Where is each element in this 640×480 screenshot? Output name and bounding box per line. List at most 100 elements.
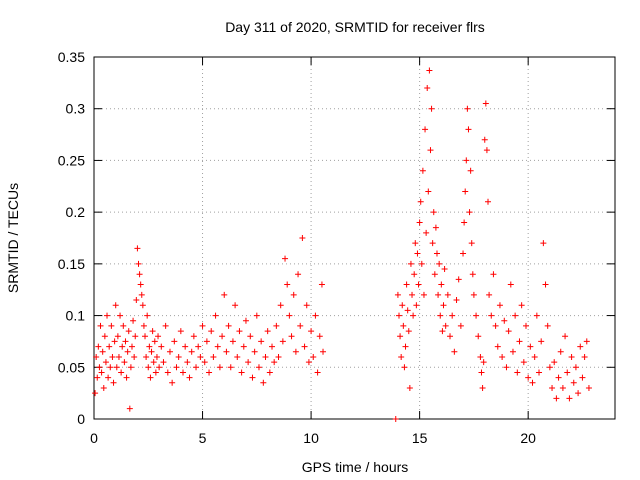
data-point [214,343,221,350]
data-point [477,353,484,360]
data-point [438,281,445,288]
data-point [216,364,223,371]
data-point [101,333,108,340]
data-point [242,317,249,324]
data-point [566,395,573,402]
data-point [227,364,234,371]
data-point [180,369,187,376]
data-point [531,353,538,360]
data-point [232,302,239,309]
data-point [135,260,142,267]
data-point [533,312,540,319]
data-point [501,317,508,324]
data-point [132,333,139,340]
data-point [503,364,510,371]
data-point [407,260,414,267]
data-point [264,328,271,335]
data-point [514,369,521,376]
data-point [406,384,413,391]
data-point [522,322,529,329]
data-point [525,374,532,381]
data-point [572,364,579,371]
data-point [557,348,564,355]
data-point [414,250,421,257]
data-point [483,147,490,154]
data-point [473,312,480,319]
data-point [253,312,260,319]
data-point [169,379,176,386]
data-point [399,302,406,309]
data-point [423,229,430,236]
data-point [282,255,289,262]
y-tick-label: 0.2 [66,204,86,220]
data-point [193,364,200,371]
y-tick-label: 0.15 [58,256,85,272]
data-point [273,322,280,329]
data-point [488,312,495,319]
data-point [108,322,115,329]
data-point [417,198,424,205]
data-point [447,333,454,340]
data-point [158,343,165,350]
data-point [490,271,497,278]
data-point [544,322,551,329]
data-point [466,209,473,216]
data-point [240,343,247,350]
data-point [583,338,590,345]
data-point [190,333,197,340]
x-tick-label: 15 [412,430,428,446]
data-point [295,271,302,278]
data-point [111,338,118,345]
y-tick-label: 0.05 [58,359,85,375]
data-point [303,302,310,309]
data-point [467,167,474,174]
data-point [436,260,443,267]
data-point [469,271,476,278]
data-point [542,281,549,288]
data-point [485,198,492,205]
data-point [409,291,416,298]
data-point [100,384,107,391]
data-point [127,364,134,371]
data-point [444,291,451,298]
data-point [145,364,152,371]
data-point [420,291,427,298]
data-point [496,302,503,309]
data-point [562,333,569,340]
data-point [299,235,306,241]
data-point [431,271,438,278]
data-point [110,379,117,386]
data-point [118,369,125,376]
y-tick-label: 0.35 [58,49,85,65]
data-point [512,312,519,319]
axis-ticks: 0 0.05 0.1 0.15 0.2 0.25 0.3 0.35 0 5 10 15 20 [58,49,615,446]
data-point [146,343,153,350]
data-point [463,157,470,164]
data-point [173,364,180,371]
data-point [564,369,571,376]
data-point [94,374,101,381]
x-tick-label: 5 [199,430,207,446]
data-point [428,105,435,112]
data-point [465,126,472,133]
data-point [426,67,433,74]
data-point [260,379,267,386]
data-point [455,276,462,283]
data-point [156,364,163,371]
data-point [120,322,127,329]
data-point [152,369,159,376]
y-tick-label: 0.25 [58,152,85,168]
data-point [151,338,158,345]
data-point [284,281,291,288]
chart-title: Day 311 of 2020, SRMTID for receiver flr… [225,19,485,35]
data-point [538,338,545,345]
data-point [182,343,189,350]
data-point [310,353,317,360]
data-point [148,348,155,355]
data-point [468,240,475,247]
data-point [432,224,439,231]
data-points [92,67,592,422]
data-point [292,348,299,355]
data-point [312,312,319,319]
data-point [201,359,208,366]
